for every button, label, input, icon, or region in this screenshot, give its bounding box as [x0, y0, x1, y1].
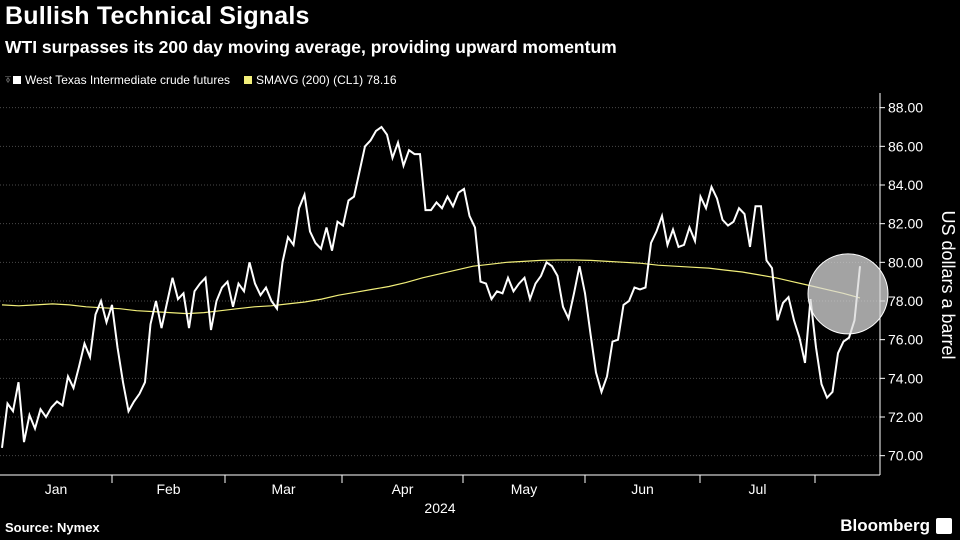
series-line-wti	[1, 125, 861, 449]
x-tick-labels: Jan Feb Mar Apr May Jun Jul	[45, 475, 816, 497]
x-year-label: 2024	[424, 500, 455, 516]
gridlines	[0, 107, 885, 457]
y-tick-label: 84.00	[888, 177, 923, 193]
y-tick-label: 82.00	[888, 216, 923, 232]
legend-swatch-sma	[244, 76, 252, 84]
y-tick-label: 80.00	[888, 254, 923, 270]
y-tick-label: 72.00	[888, 409, 923, 425]
x-tick-label: Jul	[749, 481, 767, 497]
y-tick-label: 74.00	[888, 370, 923, 386]
x-tick-label: Jun	[631, 481, 654, 497]
legend: ⍕ West Texas Intermediate crude futures …	[5, 73, 411, 87]
y-axis-label: US dollars a barrel	[938, 210, 958, 359]
legend-item-wti: ⍕ West Texas Intermediate crude futures	[5, 73, 230, 87]
bloomberg-terminal-icon	[936, 518, 952, 534]
legend-swatch-wti	[13, 76, 21, 84]
axes	[0, 93, 881, 476]
x-tick-label: May	[511, 481, 537, 497]
chart-title: Bullish Technical Signals	[5, 2, 310, 30]
legend-item-sma: SMAVG (200) (CL1) 78.16	[244, 73, 397, 87]
x-tick-label: Mar	[271, 481, 295, 497]
series-line-sma	[1, 259, 861, 315]
y-tick-label: 70.00	[888, 448, 923, 464]
y-tick-label: 76.00	[888, 332, 923, 348]
highlight-circle	[807, 253, 889, 335]
y-tick-label: 88.00	[888, 100, 923, 116]
legend-label-sma: SMAVG (200) (CL1) 78.16	[256, 73, 397, 87]
x-tick-label: Apr	[392, 481, 414, 497]
pin-icon: ⍕	[5, 74, 11, 86]
y-tick-labels: 88.00 86.00 84.00 82.00 80.00 78.00 76.00 74.00…	[888, 100, 923, 464]
legend-label-wti: West Texas Intermediate crude futures	[25, 73, 230, 87]
y-tick-label: 86.00	[888, 138, 923, 154]
y-tick-label: 78.00	[888, 293, 923, 309]
bloomberg-logo: Bloomberg	[840, 516, 930, 535]
x-tick-label: Feb	[156, 481, 180, 497]
x-tick-label: Jan	[45, 481, 68, 497]
chart-subtitle: WTI surpasses its 200 day moving average…	[5, 37, 617, 57]
source-note: Source: Nymex	[5, 520, 100, 535]
